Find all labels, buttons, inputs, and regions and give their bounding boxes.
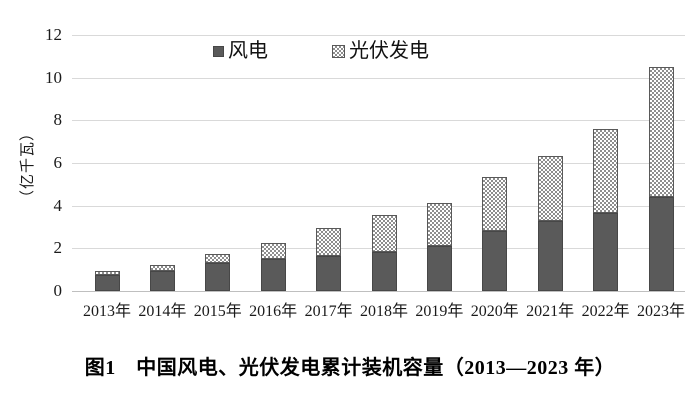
bar-wind-2017年 xyxy=(316,256,342,291)
bar-wind-2019年 xyxy=(426,246,452,291)
bar-wind-2021年 xyxy=(537,221,563,291)
x-tick-label-2020年: 2020年 xyxy=(470,303,519,320)
x-tick-label-2018年: 2018年 xyxy=(359,303,408,320)
bar-solar-2013年 xyxy=(94,270,120,275)
x-tick-label-2021年: 2021年 xyxy=(526,303,575,320)
y-tick-label-10: 10 xyxy=(45,67,62,87)
bar-solar-2022年 xyxy=(593,129,619,214)
bar-solar-2016年 xyxy=(260,242,286,260)
bar-solar-2021年 xyxy=(537,155,563,221)
x-tick-label-2015年: 2015年 xyxy=(193,303,242,320)
bar-wind-2020年 xyxy=(482,231,508,291)
x-tick-label-2019年: 2019年 xyxy=(415,303,464,320)
gridline-y-10 xyxy=(72,77,685,79)
bar-solar-2014年 xyxy=(149,264,175,271)
bar-wind-2014年 xyxy=(149,270,175,291)
gridline-y-4 xyxy=(72,205,685,207)
bar-solar-2017年 xyxy=(316,228,342,256)
bar-wind-2022年 xyxy=(593,213,619,291)
y-tick-label-6: 6 xyxy=(53,153,63,172)
bar-solar-2020年 xyxy=(482,177,508,232)
gridline-y-12 xyxy=(72,35,685,36)
y-tick-label-0: 0 xyxy=(53,281,63,300)
figure-caption: 图1 中国风电、光伏发电累计装机容量（2013—2023 年） xyxy=(84,357,616,379)
x-tick-label-2013年: 2013年 xyxy=(82,303,131,320)
x-axis-line xyxy=(72,291,685,292)
x-tick-label-2014年: 2014年 xyxy=(138,303,187,320)
bar-wind-2023年 xyxy=(648,196,674,291)
bar-wind-2015年 xyxy=(205,263,231,291)
y-tick-label-8: 8 xyxy=(53,110,63,130)
y-tick-label-12: 12 xyxy=(45,25,62,44)
bar-wind-2013年 xyxy=(94,274,120,291)
x-tick-label-2023年: 2023年 xyxy=(636,303,685,320)
legend-label-wind: 风电 xyxy=(228,40,268,62)
y-tick-label-2: 2 xyxy=(53,238,63,258)
bar-solar-2018年 xyxy=(371,214,397,252)
bar-solar-2023年 xyxy=(648,67,674,197)
gridline-y-8 xyxy=(72,120,685,122)
legend-label-solar: 光伏发电 xyxy=(349,40,429,62)
gridline-y-6 xyxy=(72,163,685,164)
legend-item-solar: 光伏发电 xyxy=(332,40,429,62)
bar-solar-2019年 xyxy=(426,202,452,247)
x-tick-label-2017年: 2017年 xyxy=(304,303,353,320)
legend-swatch-wind-icon xyxy=(213,45,224,57)
x-tick-label-2016年: 2016年 xyxy=(249,303,298,320)
y-axis-title: （亿千瓦） xyxy=(20,125,36,206)
y-tick-label-4: 4 xyxy=(53,195,63,215)
bar-wind-2016年 xyxy=(260,259,286,291)
x-tick-label-2022年: 2022年 xyxy=(581,303,630,320)
bar-wind-2018年 xyxy=(371,251,397,291)
bar-solar-2015年 xyxy=(205,254,231,264)
legend-item-wind: 风电 xyxy=(213,40,268,62)
legend-swatch-solar-icon xyxy=(332,44,345,58)
